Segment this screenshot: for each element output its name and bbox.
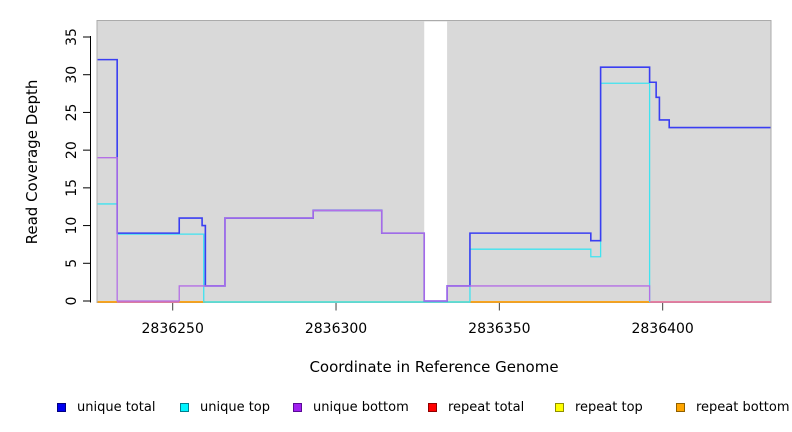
repeat-total-swatch-icon [428,402,437,412]
x-tick-label: 2836250 [142,321,204,337]
x-axis-title: Coordinate in Reference Genome [309,358,559,376]
masked-region [424,21,448,302]
legend-label: repeat total [448,399,525,415]
legend-item-unique-top: unique top [180,398,270,416]
y-tick-label: 20 [64,141,80,159]
y-tick-label: 30 [64,66,80,84]
legend-label: unique total [77,399,156,415]
legend-item-unique-total: unique total [57,398,155,416]
y-tick-label: 5 [64,259,80,268]
y-tick-label: 25 [64,104,80,122]
x-tick-label: 2836300 [305,321,367,337]
unique-top-swatch-icon [180,402,189,412]
unique-bottom-swatch-icon [293,402,302,412]
legend-item-repeat-top: repeat top [555,398,643,416]
y-tick-label: 0 [64,297,80,306]
unique-total-swatch-icon [57,402,66,412]
legend-item-repeat-bottom: repeat bottom [676,398,790,416]
repeat-bottom-swatch-icon [676,402,685,412]
y-tick-label: 15 [64,179,80,197]
series-line-unique-bottom [97,157,651,302]
legend: unique total unique top unique bottom re… [0,398,792,418]
y-tick-label: 35 [64,28,80,46]
x-tick-label: 2836350 [468,321,530,337]
legend-item-unique-bottom: unique bottom [293,398,409,416]
y-axis-title: Read Coverage Depth [23,79,41,245]
legend-label: unique bottom [313,399,409,415]
legend-label: repeat bottom [696,399,790,415]
x-tick-label: 2836400 [631,321,693,337]
legend-item-repeat-total: repeat total [428,398,524,416]
legend-label: repeat top [575,399,643,415]
legend-label: unique top [200,399,271,415]
repeat-top-swatch-icon [555,402,564,412]
y-tick-label: 10 [64,217,80,235]
